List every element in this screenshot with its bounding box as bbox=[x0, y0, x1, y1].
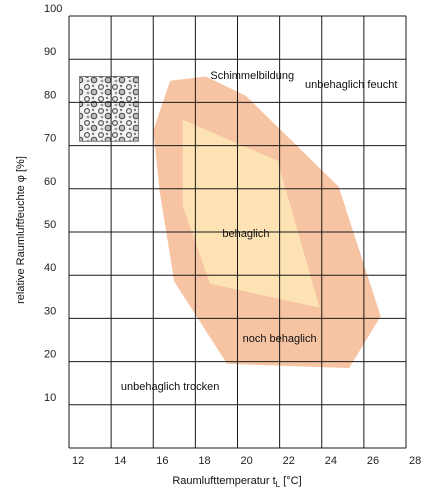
label-behaglich: behaglich bbox=[222, 228, 269, 240]
x-tick-label-18: 18 bbox=[198, 455, 210, 467]
zone-labels: Schimmelbildung unbehaglich feucht behagli… bbox=[121, 70, 398, 393]
comfort-zones bbox=[153, 76, 381, 369]
y-tick-label-90: 90 bbox=[44, 46, 56, 58]
y-axis-title: relative Raumluftfeuchte φ [%] bbox=[15, 156, 27, 304]
x-axis-title: Raumlufttemperatur tL [°C] bbox=[172, 475, 301, 489]
label-unbehaglich-trocken: unbehaglich trocken bbox=[121, 381, 219, 393]
x-tick-label-16: 16 bbox=[156, 455, 168, 467]
label-schimmelbildung: Schimmelbildung bbox=[210, 70, 294, 82]
x-tick-label-26: 26 bbox=[367, 455, 379, 467]
y-tick-label-40: 40 bbox=[44, 262, 56, 274]
x-tick-label-28: 28 bbox=[409, 455, 421, 467]
label-unbehaglich-feucht: unbehaglich feucht bbox=[305, 79, 397, 91]
y-tick-label-10: 10 bbox=[44, 392, 56, 404]
x-tick-label-14: 14 bbox=[114, 455, 126, 467]
grid bbox=[68, 15, 407, 449]
axis-ticks: 12 14 16 18 20 22 24 26 28 10 20 30 40 50 60 70 80 90 100 bbox=[44, 3, 421, 467]
zone-behaglich bbox=[182, 119, 320, 308]
x-tick-label-20: 20 bbox=[241, 455, 253, 467]
y-tick-label-70: 70 bbox=[44, 133, 56, 145]
x-tick-label-24: 24 bbox=[325, 455, 337, 467]
y-tick-label-80: 80 bbox=[44, 89, 56, 101]
y-tick-label-100: 100 bbox=[44, 3, 62, 15]
x-tick-label-22: 22 bbox=[283, 455, 295, 467]
label-noch-behaglich: noch behaglich bbox=[243, 333, 317, 345]
y-tick-label-20: 20 bbox=[44, 349, 56, 361]
y-tick-label-60: 60 bbox=[44, 176, 56, 188]
mold-image bbox=[79, 76, 139, 142]
x-tick-label-12: 12 bbox=[72, 455, 84, 467]
y-tick-label-50: 50 bbox=[44, 219, 56, 231]
mold-photo bbox=[79, 76, 139, 142]
y-tick-label-30: 30 bbox=[44, 305, 56, 317]
